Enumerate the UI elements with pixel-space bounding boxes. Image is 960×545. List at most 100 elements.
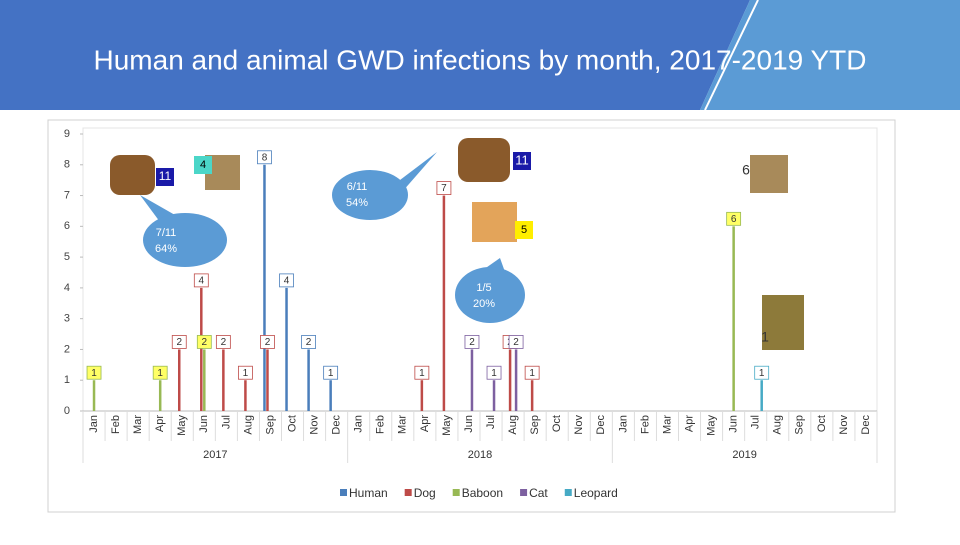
x-tick-label: Jun: [463, 415, 475, 433]
data-label-box: [193, 273, 209, 288]
annotation-box: [156, 168, 174, 186]
x-tick-label: Jan: [617, 415, 629, 433]
baboon-photo: [750, 155, 788, 193]
annotation: 11: [159, 169, 172, 183]
x-tick-label: Feb: [375, 415, 387, 434]
bar: [178, 349, 181, 411]
callout-tail: [140, 195, 175, 222]
annotation: 11: [515, 152, 529, 167]
year-label: 2019: [732, 449, 756, 461]
legend-label: Baboon: [462, 486, 503, 500]
data-label-box: [508, 335, 524, 349]
bar: [492, 380, 496, 411]
x-tick-label: Mar: [661, 415, 673, 434]
x-tick-label: Jun: [198, 415, 210, 433]
bar: [285, 287, 288, 411]
y-tick-label: 7: [64, 189, 70, 201]
annotation: 1: [761, 329, 769, 345]
legend-label: Dog: [414, 486, 436, 500]
bar: [760, 380, 763, 411]
annotation: 4: [200, 159, 206, 171]
x-tick-label: Aug: [242, 415, 254, 435]
y-tick-label: 0: [64, 405, 70, 417]
data-label-box: [323, 365, 339, 380]
legend-swatch: [564, 489, 572, 496]
bar: [470, 349, 474, 411]
data-label: 4: [284, 276, 290, 287]
data-label-box: [754, 365, 770, 380]
data-label-box: [524, 365, 540, 380]
chart-title: Human and animal GWD infections by month…: [94, 44, 867, 75]
data-label: 2: [469, 337, 475, 348]
bar: [329, 380, 332, 411]
x-tick-label: Dec: [595, 415, 607, 435]
annotation: 54%: [346, 197, 368, 209]
bar: [92, 380, 96, 411]
data-label-box: [726, 211, 742, 226]
bar: [200, 287, 203, 411]
x-tick-label: Sep: [794, 415, 806, 435]
x-tick-label: Nov: [308, 415, 320, 435]
data-label: 1: [759, 368, 765, 379]
data-label: 1: [419, 368, 425, 379]
legend-swatch: [340, 489, 347, 496]
data-label-box: [436, 181, 452, 195]
x-tick-label: Feb: [639, 415, 651, 434]
legend-swatch: [452, 489, 460, 496]
bar: [203, 349, 206, 411]
data-label-box: [279, 273, 294, 288]
data-label-box: [152, 365, 168, 380]
data-label: 2: [221, 337, 227, 348]
x-tick-label: Aug: [507, 415, 519, 435]
data-label: 1: [328, 368, 334, 379]
data-label: 1: [157, 368, 163, 379]
data-label-box: [196, 335, 212, 349]
x-tick-label: Nov: [838, 415, 850, 435]
x-tick-label: Jan: [88, 415, 100, 433]
bar: [530, 380, 534, 411]
x-tick-label: Mar: [397, 415, 409, 434]
bar: [158, 380, 162, 411]
callout: [143, 213, 227, 267]
data-label: 8: [262, 152, 268, 163]
y-tick-label: 5: [64, 251, 70, 263]
annotation: 20%: [473, 298, 495, 310]
bar: [222, 349, 225, 411]
bar: [244, 380, 247, 411]
bar: [266, 349, 269, 411]
leopard-photo: [762, 295, 804, 350]
x-tick-label: Dec: [331, 415, 343, 435]
x-tick-label: May: [705, 415, 717, 436]
data-label: 6: [731, 214, 737, 225]
dog-photo: [110, 155, 155, 195]
annotation: 6/11: [347, 181, 368, 193]
annotation: 6: [742, 162, 750, 178]
x-tick-label: Jul: [220, 415, 232, 429]
x-tick-label: Apr: [683, 415, 695, 432]
bar: [263, 164, 266, 411]
x-tick-label: Oct: [816, 415, 828, 432]
data-label: 2: [176, 337, 182, 348]
data-label-box: [86, 365, 102, 380]
x-tick-label: Jan: [353, 415, 365, 433]
x-tick-label: May: [176, 415, 188, 436]
x-tick-label: Jul: [485, 415, 497, 429]
data-label: 2: [202, 337, 208, 348]
cat-photo: [472, 202, 517, 242]
y-tick-label: 6: [64, 220, 70, 232]
x-tick-label: Jul: [750, 415, 762, 429]
data-label-box: [171, 335, 187, 349]
bar: [732, 226, 735, 411]
data-label-box: [301, 335, 316, 349]
y-tick-label: 9: [64, 128, 70, 140]
annotation-box: [515, 221, 533, 239]
data-label: 1: [491, 368, 497, 379]
x-tick-label: Nov: [573, 415, 585, 435]
bar: [508, 349, 512, 411]
legend-label: Human: [349, 486, 388, 500]
title-banner-accent: [700, 0, 960, 110]
annotation: 1/5: [476, 282, 491, 294]
data-label-box: [414, 365, 430, 380]
